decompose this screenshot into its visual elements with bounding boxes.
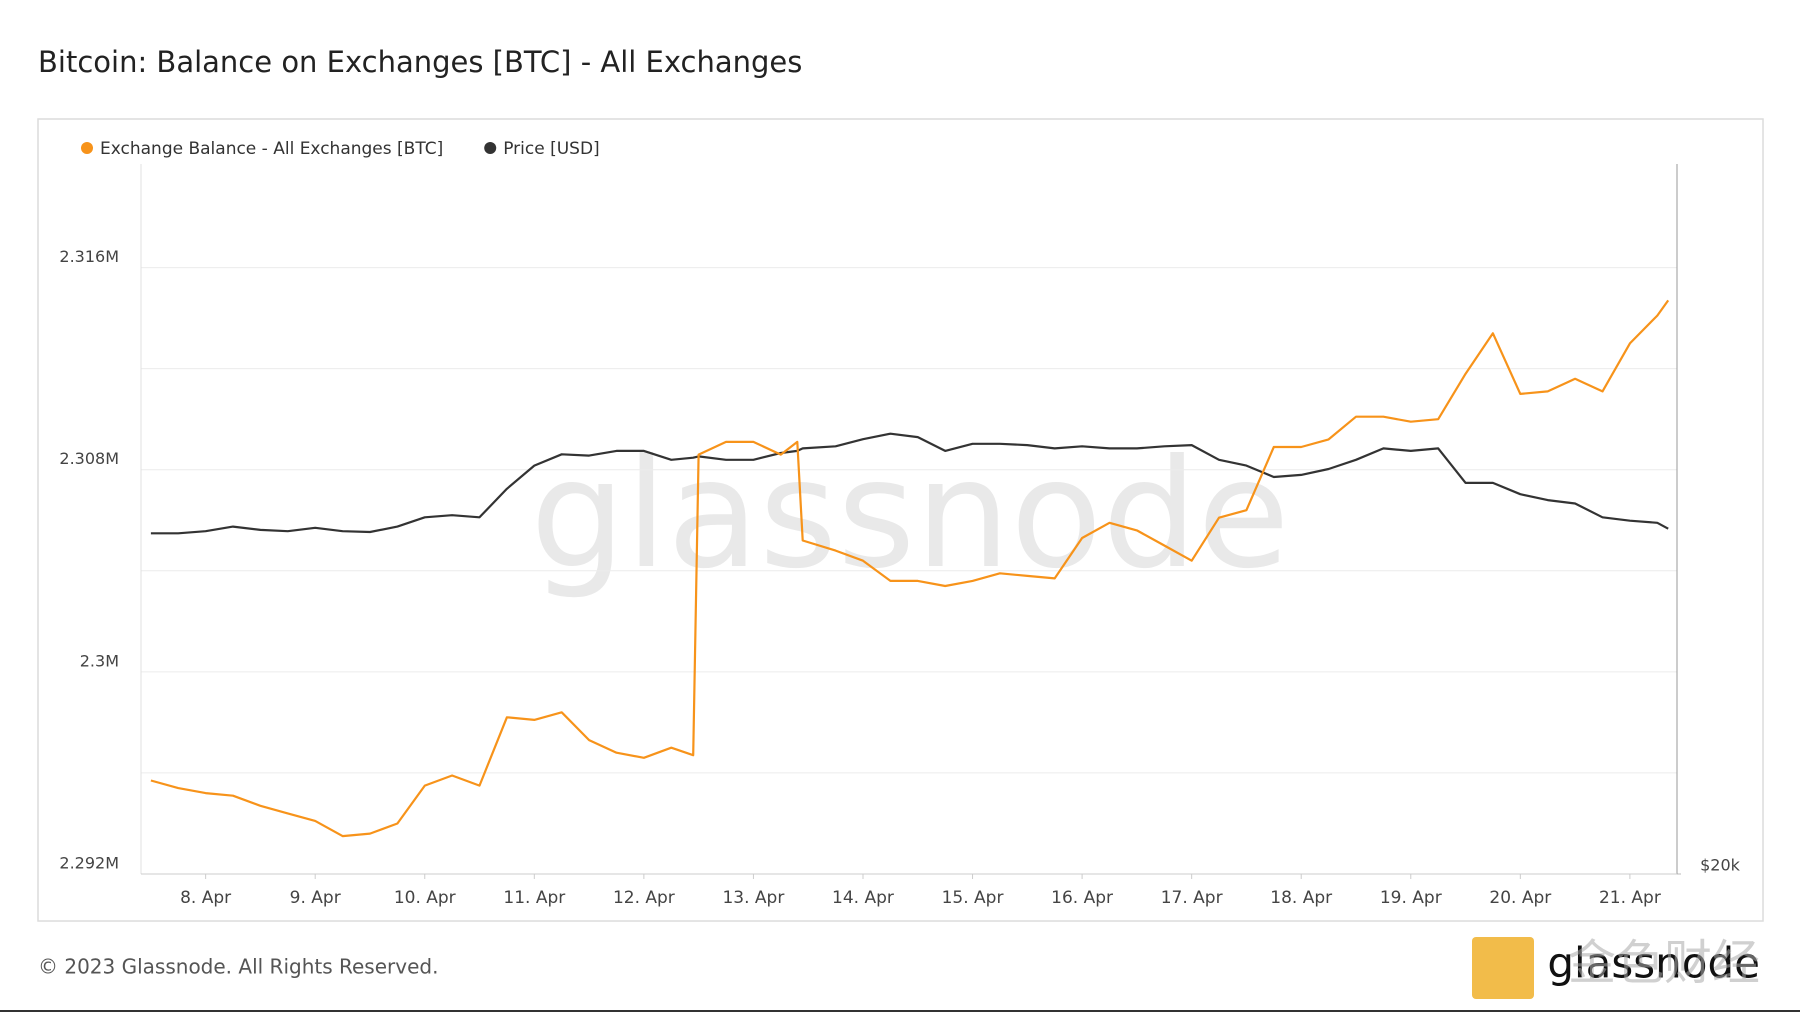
x-tick-label: 18. Apr [1270, 888, 1332, 908]
x-tick-label: 15. Apr [942, 888, 1004, 908]
x-tick-label: 9. Apr [290, 888, 341, 908]
x-tick-label: 14. Apr [832, 888, 894, 908]
y-tick-label: 2.316M [59, 247, 119, 266]
y-tick-label: 2.292M [59, 854, 119, 873]
x-tick-label: 16. Apr [1051, 888, 1113, 908]
panel [37, 118, 1764, 922]
legend-swatch [484, 142, 497, 154]
series-line [150, 299, 1670, 838]
y2-tick-label: $20k [1700, 856, 1741, 875]
y-tick-label: 2.308M [59, 449, 119, 468]
legend-label: Price [USD] [503, 139, 599, 159]
series-line [150, 432, 1669, 535]
logo-icon [1472, 937, 1534, 999]
footer: © 2023 Glassnode. All Rights Reserved. [38, 955, 438, 979]
x-tick-label: 20. Apr [1489, 888, 1551, 908]
x-tick-label: 13. Apr [722, 888, 784, 908]
watermark: glassnode [530, 428, 1289, 602]
x-tick-label: 11. Apr [503, 888, 565, 908]
x-tick-label: 19. Apr [1380, 888, 1442, 908]
x-tick-label: 21. Apr [1599, 888, 1661, 908]
x-tick-label: 17. Apr [1161, 888, 1223, 908]
y-tick-label: 2.3M [80, 651, 119, 670]
logo: glassnode [1547, 939, 1760, 988]
overlay-logo: 金色财经 [1568, 935, 1760, 991]
x-tick-label: 8. Apr [180, 888, 231, 908]
x-tick-label: 10. Apr [394, 888, 456, 908]
legend-swatch [81, 142, 93, 154]
x-tick-label: 12. Apr [613, 888, 675, 908]
legend-label: Exchange Balance - All Exchanges [BTC] [100, 139, 443, 159]
chart-title: Bitcoin: Balance on Exchanges [BTC] - Al… [38, 45, 802, 79]
